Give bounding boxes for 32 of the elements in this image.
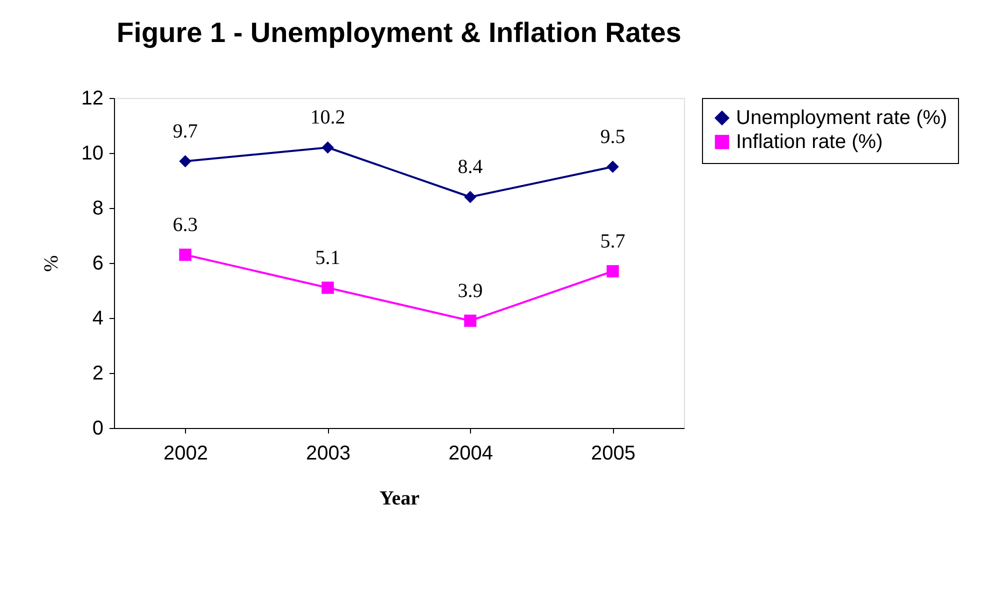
data-label: 5.7 [600, 230, 626, 252]
y-tick-label: 2 [92, 362, 104, 384]
point [464, 314, 476, 327]
point [606, 160, 619, 173]
y-tick-label: 8 [92, 198, 104, 220]
legend-label: Unemployment rate (%) [736, 107, 948, 129]
data-label: 5.1 [315, 246, 340, 269]
point [322, 141, 334, 154]
x-axis-title: Year [380, 488, 420, 510]
point [464, 190, 476, 204]
data-label: 10.2 [310, 106, 346, 128]
data-label: 9.5 [600, 126, 626, 148]
point [606, 265, 619, 278]
legend-label: Inflation rate (%) [736, 131, 883, 153]
y-tick-label: 10 [81, 142, 104, 164]
x-tick-label: 2003 [306, 442, 350, 464]
y-tick-label: 4 [92, 308, 104, 330]
y-axis-title: % [40, 255, 62, 272]
chart-title: Figure 1 - Unemployment & Inflation Rates [116, 17, 682, 48]
data-label: 9.7 [172, 120, 198, 142]
point [179, 248, 192, 261]
y-tick-label: 12 [81, 88, 104, 110]
x-tick-label: 2005 [591, 442, 636, 464]
data-label: 6.3 [172, 214, 198, 236]
x-tick-label: 2004 [448, 442, 493, 464]
x-tick-label: 2002 [164, 442, 208, 464]
point [322, 282, 334, 294]
y-tick-label: 6 [92, 252, 104, 274]
point [179, 155, 192, 168]
data-label: 8.4 [458, 156, 483, 178]
y-tick-label: 0 [92, 418, 104, 440]
data-label: 3.9 [458, 280, 483, 302]
